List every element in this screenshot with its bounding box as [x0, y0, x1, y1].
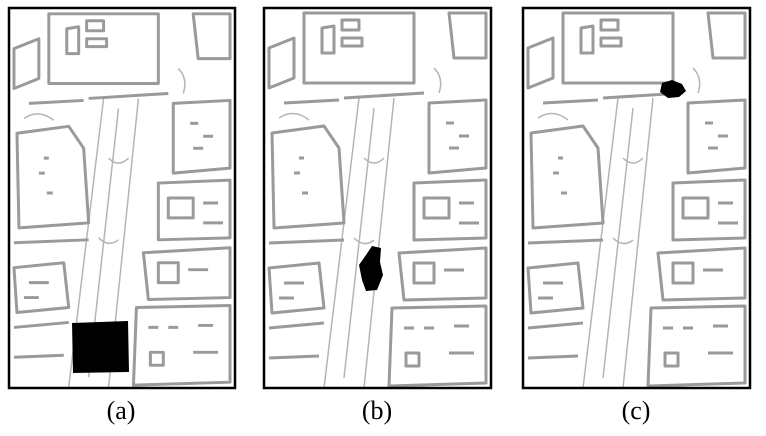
panel-c: (c) [523, 8, 750, 425]
panel-label: (b) [362, 396, 392, 425]
panel-label: (c) [622, 396, 651, 425]
detected-region [72, 321, 129, 373]
figure: (a) (b) (c) [0, 0, 766, 436]
panel-label: (a) [107, 396, 136, 425]
edge-image [523, 8, 750, 388]
edge-image [264, 8, 491, 388]
panel-b: (b) [264, 8, 491, 425]
panel-a: (a) [9, 8, 235, 425]
